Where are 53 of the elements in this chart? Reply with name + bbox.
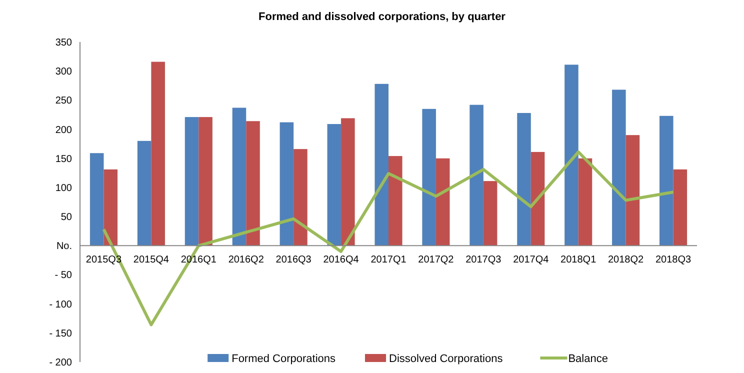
bar xyxy=(232,108,246,246)
legend-label: Dissolved Corporations xyxy=(389,352,504,365)
bar xyxy=(673,169,688,246)
x-tick-label: 2018Q2 xyxy=(608,254,644,266)
bar xyxy=(327,124,342,246)
x-tick-label: 2015Q4 xyxy=(133,254,170,266)
x-tick-label: 2018Q1 xyxy=(560,254,597,266)
y-tick-label: No. xyxy=(56,241,72,252)
x-tick-label: 2016Q4 xyxy=(323,254,360,266)
y-tick-label: - 50 xyxy=(54,270,72,282)
y-tick-label: 300 xyxy=(55,66,72,78)
bar xyxy=(578,158,592,246)
chart-title: Formed and dissolved corporations, by quarter xyxy=(258,11,506,23)
bar xyxy=(564,64,578,246)
y-tick-label: - 200 xyxy=(49,358,72,368)
bar xyxy=(483,181,498,246)
bar xyxy=(626,135,640,246)
bar xyxy=(374,84,388,246)
bar xyxy=(470,104,484,246)
bar xyxy=(660,116,674,246)
x-tick-label: 2016Q2 xyxy=(228,254,264,266)
bar xyxy=(612,90,626,246)
bar xyxy=(422,108,436,246)
legend-label: Balance xyxy=(568,352,608,365)
y-tick-label: - 150 xyxy=(49,328,72,340)
bar xyxy=(388,156,402,246)
x-tick-label: 2017Q1 xyxy=(370,254,407,266)
y-tick-label: 200 xyxy=(55,124,72,136)
bar xyxy=(280,122,294,246)
bar xyxy=(90,153,104,246)
x-tick-label: 2018Q3 xyxy=(655,254,692,266)
bar xyxy=(294,149,308,246)
x-tick-label: 2017Q4 xyxy=(513,254,550,266)
y-tick-label: 350 xyxy=(55,38,72,48)
bar xyxy=(137,140,152,246)
bar xyxy=(341,118,355,246)
bar xyxy=(151,62,165,246)
y-tick-label: 150 xyxy=(55,154,72,165)
x-tick-label: 2017Q3 xyxy=(466,254,502,266)
y-tick-label: - 100 xyxy=(49,299,72,310)
y-tick-label: 100 xyxy=(55,182,72,194)
y-tick-label: 250 xyxy=(55,96,72,107)
bar xyxy=(246,121,260,246)
x-tick-label: 2016Q3 xyxy=(276,254,312,266)
legend-label: Formed Corporations xyxy=(232,352,336,365)
bar xyxy=(517,112,531,246)
bar xyxy=(530,152,545,246)
bar xyxy=(436,158,450,246)
y-tick-label: 50 xyxy=(60,212,72,224)
x-tick-label: 2017Q2 xyxy=(418,254,454,266)
bar xyxy=(184,117,199,246)
bar xyxy=(104,169,118,246)
bar xyxy=(198,117,212,246)
